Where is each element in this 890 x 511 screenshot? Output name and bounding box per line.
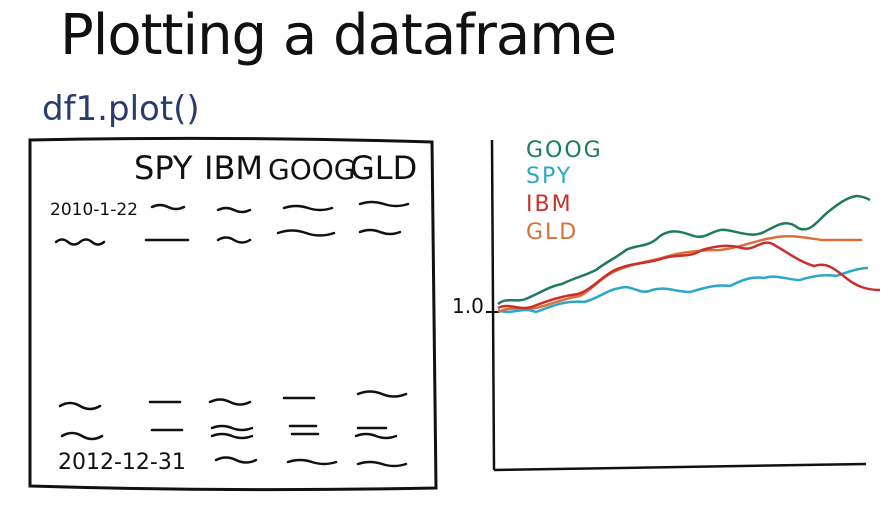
code-snippet: df1.plot()	[42, 89, 200, 129]
row-label-first-date: 2010-1-22	[50, 200, 138, 220]
column-header-spy: SPY	[134, 149, 193, 187]
column-header-ibm: IBM	[204, 149, 263, 187]
legend-ibm: IBM	[526, 192, 573, 217]
chart-x-axis	[493, 462, 867, 472]
table-values-top	[54, 200, 410, 246]
legend-goog: GOOG	[526, 138, 603, 163]
column-header-goog: GOOG	[268, 153, 356, 186]
chart-y-axis	[490, 139, 496, 471]
y-tick-label: 1.0	[452, 294, 484, 318]
series-line-goog	[497, 194, 871, 306]
legend-spy: SPY	[526, 164, 573, 189]
table-values-bottom	[58, 390, 408, 468]
series-line-ibm	[497, 241, 881, 310]
row-label-last-date: 2012-12-31	[58, 450, 186, 475]
page-title: Plotting a dataframe	[60, 3, 617, 68]
series-line-spy	[497, 266, 869, 314]
table-frame	[28, 136, 438, 492]
legend-gld: GLD	[526, 220, 579, 245]
column-header-gld: GLD	[350, 149, 418, 187]
